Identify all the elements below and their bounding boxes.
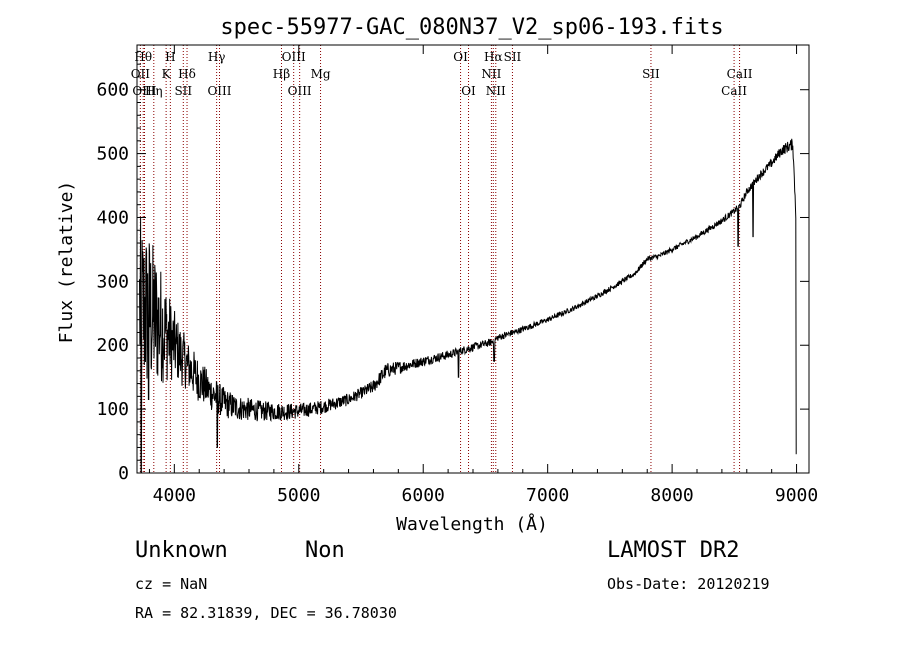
spectral-line-label: NII	[481, 67, 501, 81]
y-tick-label: 300	[96, 271, 129, 292]
object-subclass: Non	[305, 538, 345, 563]
y-tick-label: 200	[96, 335, 129, 356]
x-tick-label: 7000	[526, 485, 569, 506]
redshift-readout: cz = NaN	[135, 575, 208, 593]
spectral-line-label: OIII	[288, 84, 312, 98]
y-tick-label: 500	[96, 144, 129, 165]
spectral-line-label: Hα	[484, 50, 503, 64]
coordinates-readout: RA = 82.31839, DEC = 36.78030	[135, 604, 397, 622]
observation-date: Obs-Date: 20120219	[607, 575, 770, 593]
spectral-line-label: SII	[504, 50, 522, 64]
y-axis-label: Flux (relative)	[56, 181, 77, 344]
x-tick-label: 8000	[650, 485, 693, 506]
spectral-line-label: SII	[174, 84, 192, 98]
y-tick-label: 100	[96, 399, 129, 420]
spectral-line-label: CaII	[721, 84, 747, 98]
spectral-line-label: Hγ	[208, 50, 226, 64]
spectral-line-label: OIII	[207, 84, 231, 98]
spectral-line-label: OII	[131, 67, 151, 81]
spectral-line-label: CaII	[727, 67, 753, 81]
spectral-line-label: Mg	[311, 67, 331, 81]
y-tick-label: 400	[96, 207, 129, 228]
x-tick-label: 4000	[153, 485, 196, 506]
y-tick-label: 600	[96, 80, 129, 101]
spectral-line-label: Hθ	[134, 50, 152, 64]
spectral-line-label: OIII	[132, 84, 156, 98]
spectral-line-labels: OIIHθOIIIHηKHHδSIIHγOIIIHβOIIIOIIIMgOIOI…	[131, 50, 753, 98]
spectral-line-label: Hδ	[178, 67, 196, 81]
x-tick-label: 9000	[775, 485, 818, 506]
object-class: Unknown	[135, 538, 228, 563]
x-tick-label: 5000	[277, 485, 320, 506]
chart-title: spec-55977-GAC_080N37_V2_sp06-193.fits	[220, 15, 723, 40]
plot-frame	[136, 44, 810, 474]
spectral-line-label: OI	[453, 50, 468, 64]
spectral-line-label: H	[165, 50, 175, 64]
x-axis-label: Wavelength (Å)	[396, 513, 548, 535]
survey-name: LAMOST DR2	[607, 538, 740, 563]
spectral-line-label: Hβ	[273, 67, 290, 81]
spectral-line-label: SII	[642, 67, 660, 81]
y-axis: 0 100 200 300 400 500 600	[96, 50, 809, 484]
spectral-line-label: OI	[461, 84, 476, 98]
spectral-line-label: Hη	[145, 84, 163, 98]
spectral-line-label: K	[162, 67, 172, 81]
spectrum-line	[139, 138, 797, 474]
x-tick-label: 6000	[402, 485, 445, 506]
y-tick-label: 0	[118, 463, 129, 484]
x-axis: 4000 5000 6000 7000 8000 9000	[148, 45, 818, 506]
spectral-line-label: OIII	[282, 50, 306, 64]
spectral-line-label: NII	[486, 84, 506, 98]
